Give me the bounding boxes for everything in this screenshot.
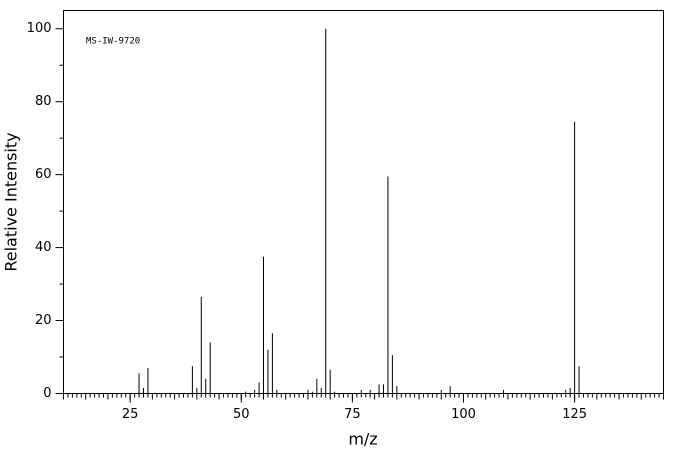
y-tick-label: 80 xyxy=(35,94,52,109)
x-tick-label: 25 xyxy=(122,407,139,422)
x-tick-label: 50 xyxy=(233,407,250,422)
x-tick-label: 125 xyxy=(562,407,587,422)
y-tick-label: 20 xyxy=(35,313,52,328)
y-tick-label: 100 xyxy=(27,21,52,36)
annotation: MS-IW-9720 xyxy=(86,37,140,47)
y-tick-label: 40 xyxy=(35,240,52,255)
y-tick-label: 60 xyxy=(35,167,52,182)
plot-frame xyxy=(63,10,664,394)
y-axis-label: Relative Intensity xyxy=(2,132,21,271)
x-tick-label: 75 xyxy=(344,407,361,422)
y-tick-label: 0 xyxy=(43,386,51,401)
x-tick-label: 100 xyxy=(451,407,476,422)
x-axis-label: m/z xyxy=(348,430,377,449)
